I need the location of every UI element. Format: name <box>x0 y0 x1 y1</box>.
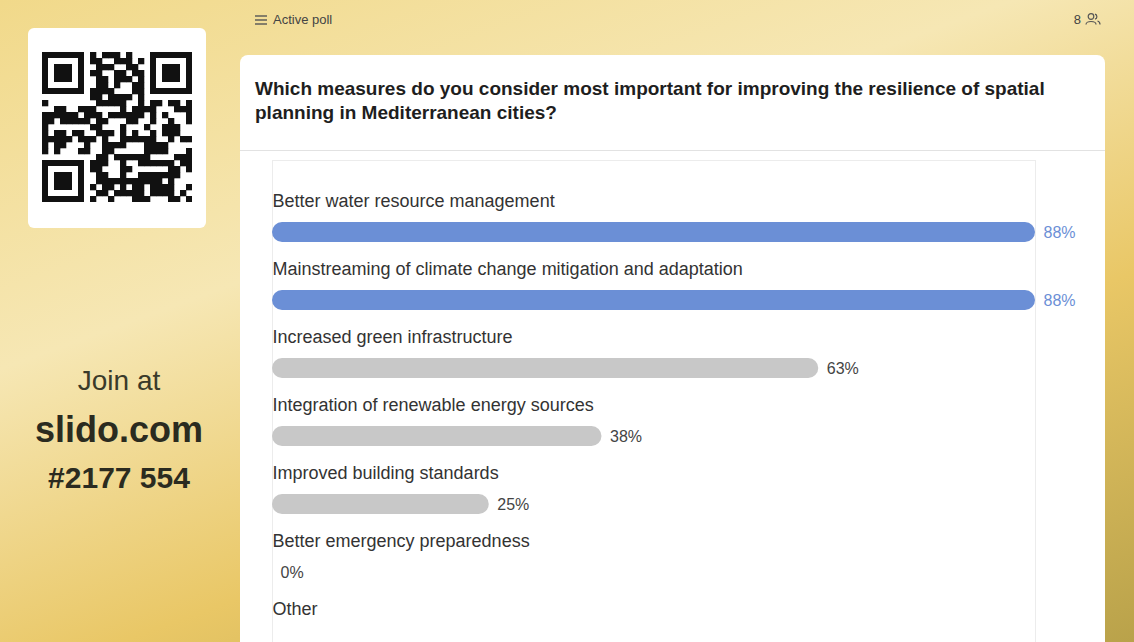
svg-text:0%: 0% <box>281 564 304 581</box>
svg-text:63%: 63% <box>827 360 859 377</box>
svg-text:25%: 25% <box>497 496 529 513</box>
svg-text:Better emergency preparedness: Better emergency preparedness <box>273 531 530 551</box>
svg-text:Improved building standards: Improved building standards <box>273 463 499 483</box>
html-text:Which measures do you consider: Which measures do you consider most impo… <box>255 78 1045 123</box>
svg-text:Integration of renewable energ: Integration of renewable energy sources <box>273 395 594 415</box>
svg-text:88%: 88% <box>1044 292 1076 309</box>
svg-text:Better water resource manageme: Better water resource management <box>273 191 555 211</box>
svg-text:Mainstreaming of climate chang: Mainstreaming of climate change mitigati… <box>273 259 743 279</box>
html-text:slido.com: slido.com <box>35 409 203 450</box>
html-text:Active poll: Active poll <box>273 12 333 27</box>
html-text:Join at: Join at <box>77 365 161 396</box>
svg-text:38%: 38% <box>610 428 642 445</box>
html-text:8: 8 <box>1073 12 1081 27</box>
svg-text:Increased green infrastructure: Increased green infrastructure <box>273 327 513 347</box>
svg-text:Other: Other <box>273 599 318 619</box>
html-text:#2177 554: #2177 554 <box>48 461 190 494</box>
svg-text:88%: 88% <box>1044 224 1076 241</box>
